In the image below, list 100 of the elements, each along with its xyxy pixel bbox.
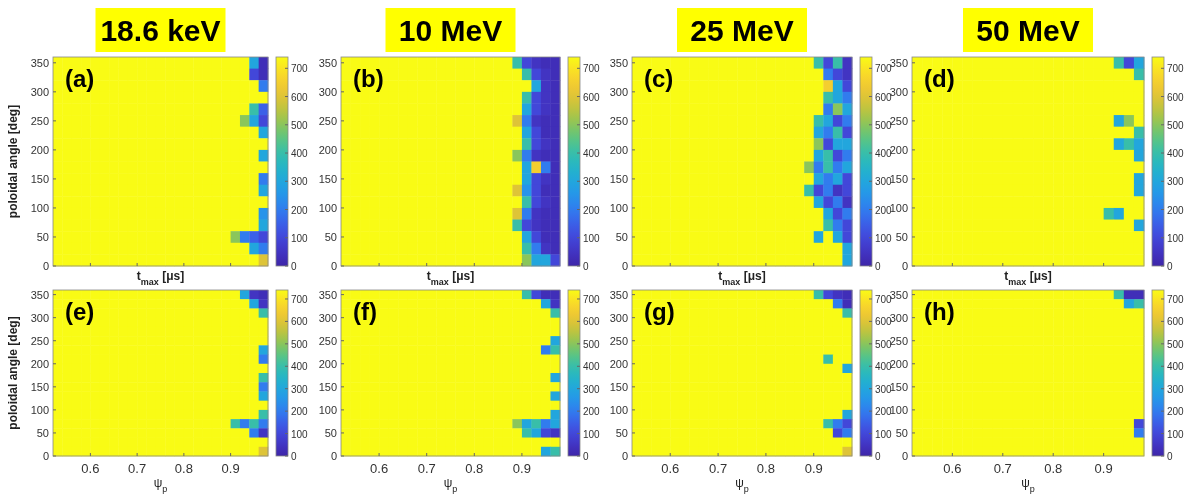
x-tick-label: 0.6: [943, 461, 962, 476]
y-tick-label: 250: [609, 334, 628, 347]
y-tick-label: 150: [609, 172, 628, 185]
x-axis-title: ψ$_{p}$: [153, 476, 168, 494]
y-tick-label: 250: [609, 114, 628, 127]
x-tick-label: 0.6: [81, 461, 100, 476]
color-bar-label: 100: [1167, 232, 1185, 244]
annotation: (g): [644, 298, 675, 325]
color-bar-label: 500: [291, 338, 309, 350]
color-bar-label: 0: [875, 451, 881, 462]
y-tick-label: 200: [30, 143, 49, 156]
color-bar-label: 100: [875, 232, 893, 244]
color-bar-label: 0: [583, 261, 589, 272]
x-axis-title: ψ$_{p}$: [1021, 476, 1035, 494]
x-tick-label: 0.9: [1094, 461, 1113, 476]
x-axis-title: ψ$_{p}$: [443, 476, 458, 494]
color-bar-label: 700: [583, 293, 601, 305]
color-bar-label: 600: [1167, 91, 1185, 103]
color-bar-label: 700: [1167, 63, 1185, 75]
color-bar-label: 500: [291, 119, 309, 131]
y-tick-label: 250: [318, 334, 337, 347]
y-tick-label: 200: [609, 143, 628, 156]
color-bar-label: 200: [1167, 406, 1185, 418]
chart-title: 50 MeV: [976, 14, 1080, 47]
y-tick-label: 300: [30, 311, 49, 324]
annotation: (f): [353, 298, 377, 325]
color-bar-label: 0: [291, 451, 297, 462]
color-bar-label: 400: [1167, 361, 1185, 373]
color-bar-label: 200: [583, 204, 601, 216]
y-tick-label: 300: [318, 311, 337, 324]
x-tick-label: 0.8: [174, 461, 193, 476]
color-bar-label: 300: [1167, 383, 1185, 395]
y-tick-label: 300: [609, 311, 628, 324]
x-tick-label: 0.6: [661, 461, 680, 476]
color-bar-label: 700: [291, 63, 309, 75]
color-bar-label: 400: [583, 148, 601, 160]
x-tick-label: 0.7: [993, 461, 1012, 476]
y-tick-label: 0: [901, 260, 908, 272]
color-bar-label: 600: [583, 316, 601, 328]
annotation: (e): [65, 298, 95, 325]
y-tick-label: 150: [318, 380, 337, 393]
x-tick-label: 0.7: [417, 461, 436, 476]
y-tick-label: 350: [318, 288, 337, 301]
color-bar-label: 0: [291, 261, 297, 272]
color-bar-label: 100: [1167, 428, 1185, 440]
y-tick-label: 200: [318, 143, 337, 156]
color-bar-label: 600: [291, 316, 309, 328]
y-tick-label: 100: [30, 403, 49, 416]
y-tick-label: 0: [901, 450, 908, 462]
y-tick-label: 300: [318, 85, 337, 98]
x-tick-label: 0.8: [756, 461, 775, 476]
color-bar-label: 200: [291, 204, 309, 216]
color-bar-label: 600: [291, 91, 309, 103]
color-bar-label: 100: [291, 232, 309, 244]
color-bar-label: 700: [583, 63, 601, 75]
x-axis-title: ψ$_{p}$: [735, 476, 749, 494]
color-bar-label: 300: [583, 383, 601, 395]
color-bar-label: 600: [583, 91, 601, 103]
x-axis-title: t$_{max}$ [μs]: [718, 269, 766, 287]
y-tick-label: 100: [318, 403, 337, 416]
x-tick-label: 0.9: [221, 461, 240, 476]
y-tick-label: 350: [609, 56, 628, 69]
color-bar-label: 100: [583, 232, 601, 244]
chart-title: 18.6 keV: [100, 14, 221, 47]
color-bar-label: 400: [291, 361, 309, 373]
y-tick-label: 100: [609, 201, 628, 214]
color-bar-label: 300: [583, 176, 601, 188]
x-tick-label: 0.7: [709, 461, 728, 476]
y-tick-label: 0: [42, 450, 49, 462]
y-tick-label: 200: [609, 357, 628, 370]
color-bar-label: 100: [291, 428, 309, 440]
color-bar-label: 500: [1167, 119, 1185, 131]
y-tick-label: 50: [615, 230, 628, 243]
y-tick-label: 350: [30, 288, 49, 301]
y-tick-label: 250: [318, 114, 337, 127]
x-tick-label: 0.7: [128, 461, 147, 476]
y-tick-label: 50: [324, 230, 337, 243]
y-tick-label: 150: [609, 380, 628, 393]
y-axis-title: poloidal angle [deg]: [6, 104, 20, 219]
y-tick-label: 350: [318, 56, 337, 69]
color-bar-label: 700: [1167, 293, 1185, 305]
y-tick-label: 0: [621, 260, 628, 272]
annotation: (b): [353, 65, 384, 92]
color-bar-label: 500: [583, 338, 601, 350]
x-axis-title: t$_{max}$ [μs]: [1004, 269, 1052, 287]
color-bar-label: 100: [583, 428, 601, 440]
y-tick-label: 100: [889, 403, 908, 416]
annotation: (h): [924, 298, 955, 325]
color-bar-label: 100: [875, 428, 893, 440]
x-axis-title: t$_{max}$ [μs]: [136, 269, 185, 287]
chart-title: 25 MeV: [690, 14, 794, 47]
y-tick-label: 100: [609, 403, 628, 416]
color-bar-label: 400: [1167, 148, 1185, 160]
y-tick-label: 50: [324, 426, 337, 439]
color-bar-label: 400: [291, 148, 309, 160]
y-tick-label: 350: [609, 288, 628, 301]
x-tick-label: 0.8: [465, 461, 484, 476]
annotation: (a): [65, 65, 95, 92]
y-tick-label: 100: [318, 201, 337, 214]
y-tick-label: 50: [615, 426, 628, 439]
